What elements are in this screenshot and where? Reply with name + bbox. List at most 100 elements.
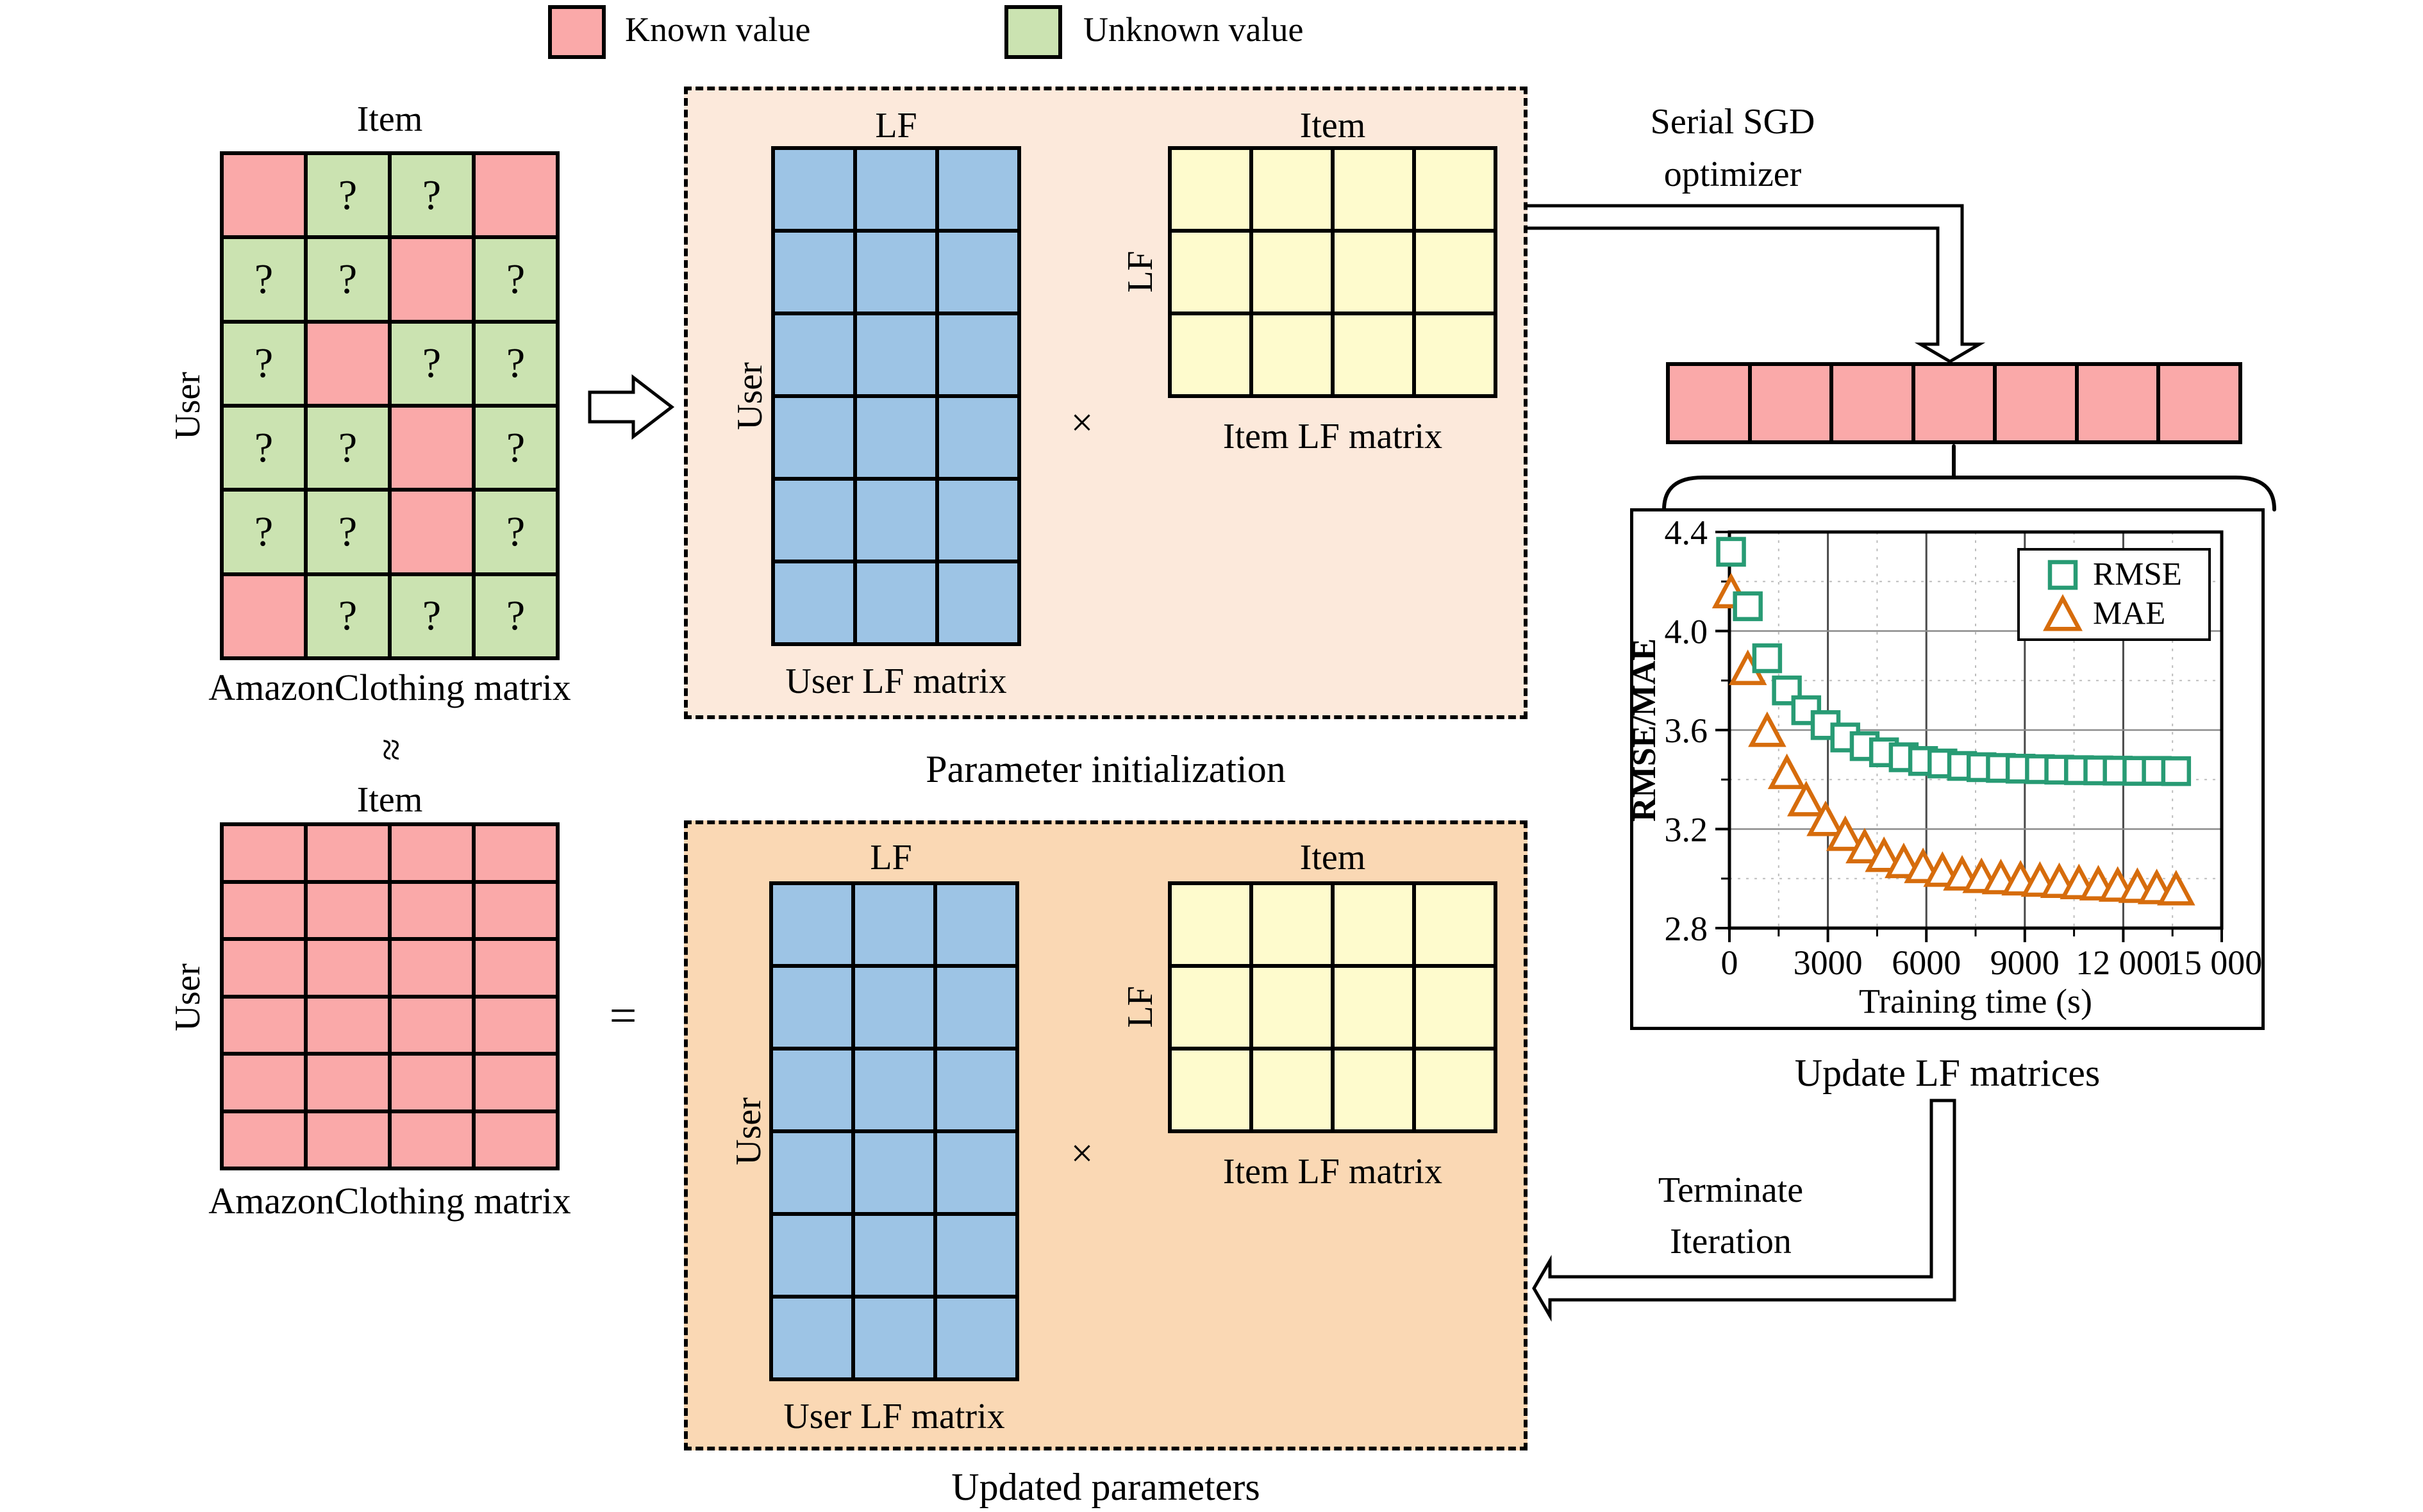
upd-times-symbol: ×: [1070, 1132, 1094, 1176]
matrix-cell: ?: [476, 407, 556, 488]
matrix-cell: ?: [308, 492, 388, 572]
matrix-cell: [224, 941, 304, 995]
matrix-cell: [1172, 885, 1249, 964]
matrix-cell: [775, 398, 853, 477]
matrix-cell: [1335, 968, 1412, 1047]
matrix-cell: [775, 315, 853, 394]
init-user-lf-matrix: [771, 146, 1021, 646]
matrix-cell: [392, 941, 472, 995]
matrix-cell: [857, 398, 935, 477]
matrix-cell: [1172, 233, 1249, 312]
chart-y-axis-label: RMSE/MAE: [1626, 638, 1663, 822]
matrix-cell: [775, 481, 853, 560]
matrix-cell: [773, 1051, 851, 1129]
matrix-cell: [308, 323, 388, 404]
matrix-cell: [1253, 885, 1331, 964]
matrix-cell: [308, 1113, 388, 1167]
matrix-cell: [1172, 315, 1249, 394]
matrix-cell: [1253, 150, 1331, 229]
matrix-cell: [937, 885, 1015, 964]
matrix-cell: [392, 883, 472, 937]
rating-matrix: ?????????????????: [220, 151, 560, 660]
matrix-cell: [773, 885, 851, 964]
equals-symbol: =: [609, 989, 637, 1043]
matrix-cell: [937, 1051, 1015, 1129]
matrix-cell: [224, 1113, 304, 1167]
matrix-cell: [855, 1133, 933, 1212]
full-matrix: [220, 822, 560, 1170]
matrix-cell: [476, 155, 556, 236]
matrix-cell: [775, 563, 853, 642]
matrix-cell: ?: [392, 155, 472, 236]
matrix-cell: [855, 1051, 933, 1129]
init-user-lf-caption: User LF matrix: [785, 661, 1007, 701]
matrix-cell: ?: [308, 407, 388, 488]
matrix-cell: [773, 1133, 851, 1212]
matrix-cell: [476, 1113, 556, 1167]
matrix-cell: [392, 826, 472, 880]
matrix-cell: [857, 563, 935, 642]
init-item-lf-top-label: Item: [1299, 106, 1366, 145]
matrix-cell: [1751, 366, 1830, 440]
upd-item-lf-left-label: LF: [1120, 986, 1160, 1028]
matrix-cell: [308, 883, 388, 937]
matrix-cell: ?: [308, 576, 388, 656]
terminate-label-line1: Terminate: [1658, 1170, 1804, 1210]
matrix-cell: [476, 941, 556, 995]
matrix-cell: [224, 826, 304, 880]
matrix-cell: [1335, 315, 1412, 394]
matrix-cell: [1253, 315, 1331, 394]
matrix-cell: [1416, 1051, 1494, 1129]
matrix-cell: [937, 1133, 1015, 1212]
upd-user-lf-matrix: [769, 881, 1019, 1381]
matrix-cell: ?: [476, 576, 556, 656]
matrix-cell: [224, 1056, 304, 1109]
full-matrix-caption: AmazonClothing matrix: [208, 1180, 571, 1222]
matrix-cell: ?: [392, 576, 472, 656]
upd-item-lf-caption: Item LF matrix: [1222, 1152, 1443, 1192]
matrix-cell: [1335, 150, 1412, 229]
matrix-cell: [1416, 315, 1494, 394]
matrix-cell: [1416, 150, 1494, 229]
matrix-cell: ?: [308, 155, 388, 236]
serial-sgd-label-line1: Serial SGD: [1650, 102, 1815, 142]
init-user-lf-left-label: User: [730, 362, 770, 430]
approx-symbol: ≈: [369, 738, 414, 761]
matrix-cell: [476, 883, 556, 937]
matrix-cell: ?: [392, 323, 472, 404]
matrix-cell: [937, 968, 1015, 1047]
matrix-cell: [224, 883, 304, 937]
matrix-cell: [939, 398, 1017, 477]
matrix-cell: [857, 233, 935, 312]
known-value-swatch: [548, 5, 606, 59]
matrix-cell: [1416, 968, 1494, 1047]
matrix-cell: [2078, 366, 2157, 440]
matrix-cell: [937, 1299, 1015, 1377]
matrix-cell: [224, 576, 304, 656]
matrix-cell: [476, 998, 556, 1052]
matrix-cell: [937, 1216, 1015, 1295]
matrix-cell: [392, 998, 472, 1052]
matrix-cell: [1915, 366, 1994, 440]
matrix-cell: [476, 826, 556, 880]
matrix-cell: [939, 233, 1017, 312]
matrix-cell: [773, 968, 851, 1047]
matrix-cell: [308, 1056, 388, 1109]
matrix-cell: [855, 968, 933, 1047]
init-item-lf-caption: Item LF matrix: [1222, 417, 1443, 456]
serial-sgd-arrow: [1528, 204, 1986, 363]
upd-item-lf-top-label: Item: [1299, 838, 1366, 877]
matrix-cell: [857, 315, 935, 394]
row-to-chart-brace: [1662, 444, 2276, 511]
chart-x-axis-label: Training time (s): [1859, 982, 2092, 1020]
matrix-cell: [1670, 366, 1748, 440]
chart-caption: Update LF matrices: [1794, 1052, 2101, 1094]
upd-user-lf-top-label: LF: [870, 838, 912, 877]
matrix-cell: [855, 1216, 933, 1295]
matrix-cell: ?: [476, 492, 556, 572]
upd-item-lf-matrix: [1168, 881, 1497, 1133]
matrix-cell: [476, 1056, 556, 1109]
matrix-cell: ?: [224, 323, 304, 404]
matrix-cell: [392, 492, 472, 572]
